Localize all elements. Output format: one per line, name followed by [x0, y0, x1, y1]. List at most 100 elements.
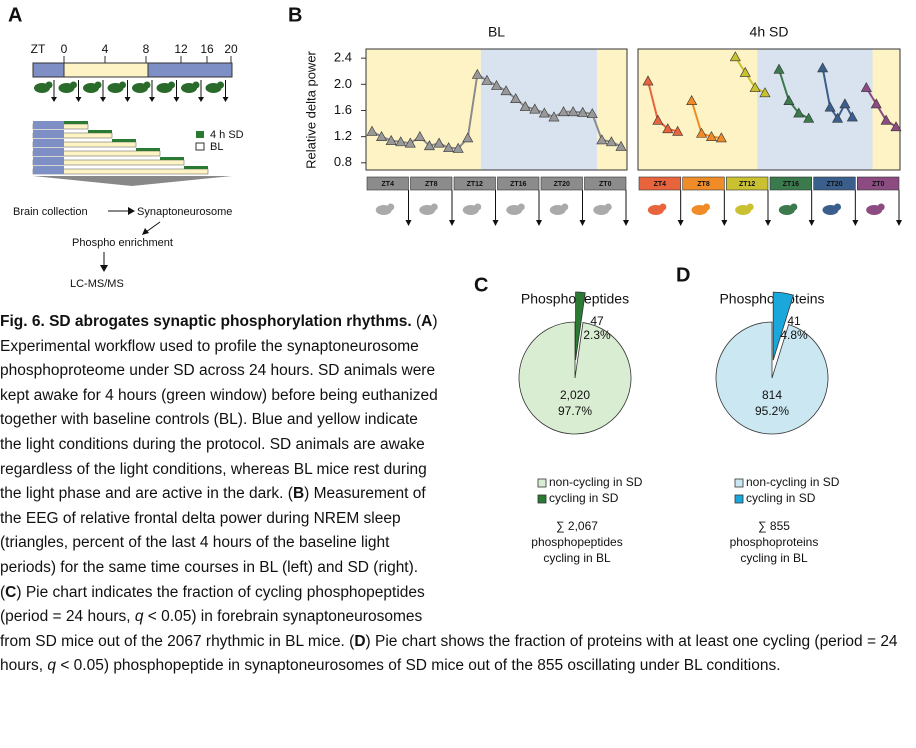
pie-slice: [575, 291, 586, 361]
zt-tick-label: 4: [102, 42, 109, 56]
light-band: [872, 49, 900, 170]
zt-box-label: ZT16: [783, 181, 799, 188]
plot-frame: [637, 48, 901, 171]
data-point: [462, 132, 474, 143]
arrow-head: [623, 220, 629, 226]
arrow: [145, 221, 161, 233]
arrow-head: [173, 97, 180, 102]
arrow-head: [765, 220, 771, 226]
dark-bar: [33, 139, 64, 147]
data-point: [783, 95, 795, 105]
spacer: [438, 310, 914, 606]
legend-label: 4 h SD: [210, 129, 244, 141]
step: Brain collection: [13, 206, 88, 218]
data-point: [860, 81, 872, 92]
zt-tick-label: 16: [200, 42, 214, 56]
data-point: [696, 127, 708, 138]
data-point: [870, 98, 882, 109]
legend-label: BL: [210, 141, 223, 153]
zt-box: [584, 176, 627, 191]
data-point: [577, 106, 589, 117]
dark-phase: [147, 62, 233, 78]
data-point: [385, 134, 397, 145]
zt-tick-label: 8: [143, 42, 150, 56]
caption-run: A: [421, 313, 433, 330]
slice-percent: 97.7%: [558, 404, 592, 418]
mouse-icon: [70, 81, 77, 89]
zt-box: [857, 176, 900, 191]
series-line: [734, 56, 766, 94]
legend-label: cycling in SD: [746, 491, 816, 505]
mouse-icon: [834, 203, 841, 211]
zt-box: [497, 176, 540, 191]
data-point: [729, 51, 741, 62]
data-point: [567, 106, 579, 117]
dark-bar: [33, 130, 64, 138]
zt-box-label: ZT12: [467, 181, 483, 188]
data-point: [817, 62, 829, 73]
data-point: [414, 131, 426, 141]
plot-frame: [365, 48, 628, 171]
light-band: [480, 49, 597, 170]
data-point: [548, 111, 560, 122]
data-point: [652, 114, 664, 125]
zt-box: [410, 176, 453, 191]
slice-label: 41: [787, 314, 801, 328]
arrow-head: [808, 220, 815, 226]
sd-bar: [184, 166, 208, 169]
data-point: [662, 123, 674, 134]
sd-bar: [160, 157, 184, 160]
zt-box-label: ZT4: [654, 181, 667, 188]
data-point: [759, 87, 771, 98]
dark-bar: [33, 148, 64, 156]
pie-slice: [518, 321, 632, 435]
data-point: [558, 106, 570, 117]
series-line: [690, 100, 722, 139]
dark-bar: [33, 121, 64, 129]
caption-run: < 0.05) in forebrain synaptoneurosomes f…: [0, 608, 423, 650]
legend-label: cycling in SD: [549, 491, 619, 505]
data-point: [749, 81, 761, 92]
legend-swatch: [195, 142, 205, 151]
caption-run: ) Experimental workflow used to profile …: [0, 313, 438, 503]
panel-letter: B: [288, 4, 302, 26]
pie-slice: [715, 321, 829, 435]
data-point: [846, 111, 858, 122]
data-point: [586, 108, 598, 119]
y-tick-label: 1.2: [334, 128, 352, 143]
caption-run: Fig. 6. SD abrogates synaptic phosphoryl…: [0, 313, 412, 330]
mouse-icon: [604, 203, 612, 211]
caption-run: C: [5, 583, 17, 601]
zt-box-label: ZT8: [697, 181, 710, 188]
zt-box-label: ZT0: [599, 181, 612, 188]
chart-title: Phosphopeptides: [521, 291, 629, 307]
data-point: [443, 142, 455, 153]
data-point: [519, 100, 531, 111]
dark-bar: [33, 166, 64, 174]
data-point: [839, 98, 851, 109]
arrow-head: [149, 97, 155, 102]
data-point: [890, 121, 902, 132]
zt-box-label: ZT8: [425, 181, 438, 188]
caption-run: q: [134, 608, 144, 626]
caption: Fig. 6. SD abrogates synaptic phosphoryl…: [0, 310, 914, 679]
note: phosphopeptides: [531, 535, 622, 549]
light-band: [638, 49, 758, 170]
slice-percent: 95.2%: [755, 404, 789, 418]
mouse-icon: [217, 81, 224, 89]
data-point: [490, 80, 503, 90]
legend-swatch: [734, 478, 744, 488]
data-point: [433, 137, 445, 148]
panel-letter: C: [474, 274, 488, 296]
caption-run: ) Measurement of the EEG of relative fro…: [0, 485, 426, 601]
mouse-icon: [703, 203, 710, 211]
y-tick-label: 1.6: [334, 102, 352, 117]
arrow-head: [449, 220, 455, 226]
data-point: [395, 136, 407, 147]
data-point: [880, 114, 892, 125]
protocol-bars: [32, 121, 209, 175]
slice-label: 47: [590, 314, 604, 328]
dark-bar: [33, 157, 64, 165]
chart-title: Phosphoproteins: [719, 291, 824, 307]
light-band: [596, 49, 627, 170]
